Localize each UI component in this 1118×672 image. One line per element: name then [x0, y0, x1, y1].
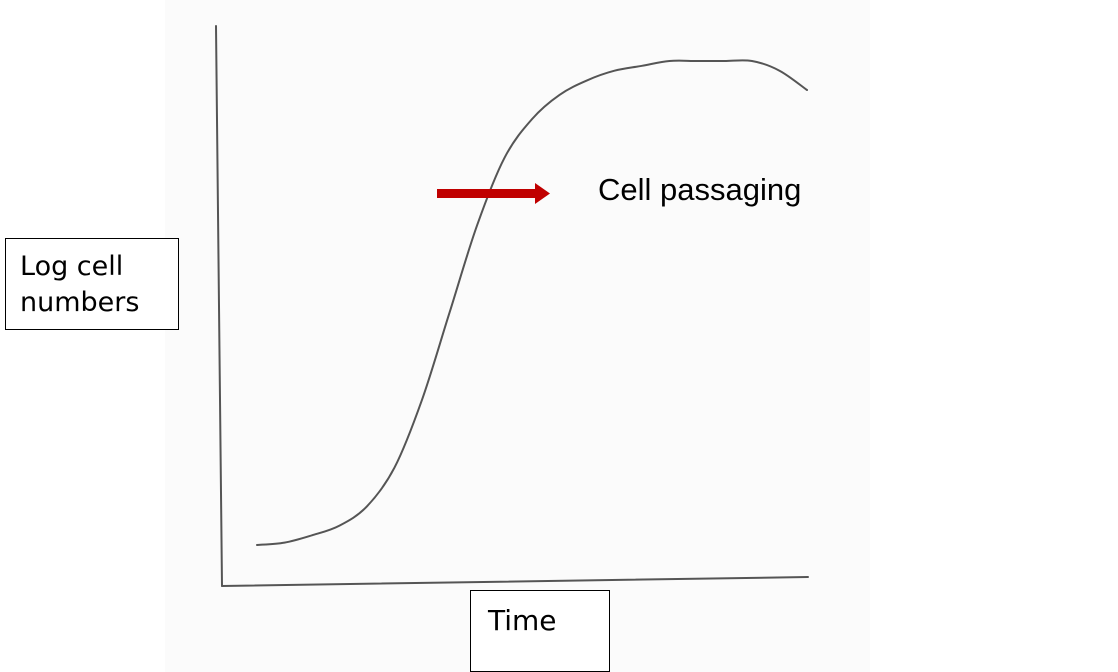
passaging-arrow-head: [535, 183, 550, 204]
paper-background: [165, 0, 870, 672]
x-axis-line: [221, 576, 809, 587]
passaging-arrow-shaft: [437, 189, 537, 198]
passaging-arrow: [437, 183, 550, 204]
x-axis-label: Time: [488, 604, 557, 637]
growth-curve-line: [256, 59, 808, 546]
x-axis-label-box: Time: [470, 590, 610, 672]
y-axis-label-box: Log cell numbers: [5, 238, 179, 330]
y-axis-label-line-2: numbers: [20, 287, 140, 318]
cell-passaging-annotation: Cell passaging: [598, 172, 802, 207]
y-axis-label-line-1: Log cell: [20, 251, 124, 282]
y-axis-line: [215, 25, 223, 587]
